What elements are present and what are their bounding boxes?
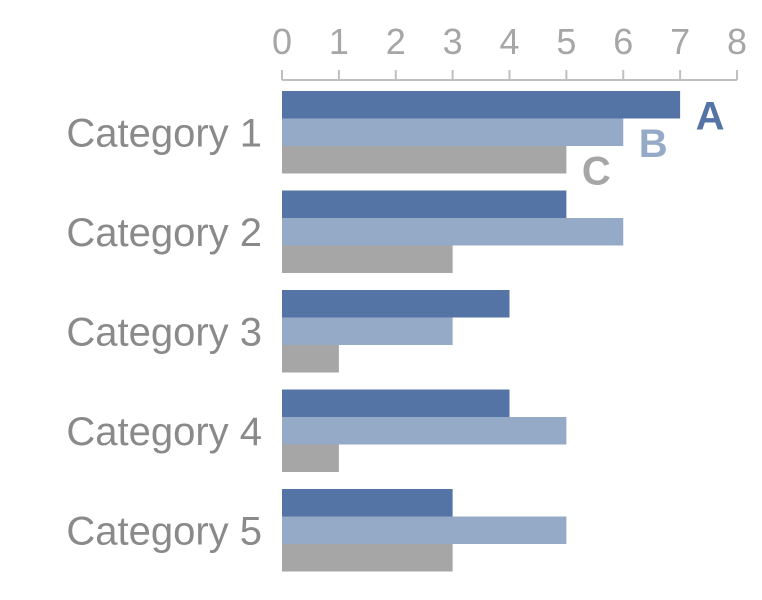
- series-labels: ABC: [582, 95, 725, 194]
- category-labels: Category 1 Category 2 Category 3 Category 4…: [66, 111, 262, 553]
- x-tick-label: 6: [613, 21, 633, 62]
- category-label: Category 2: [66, 211, 262, 255]
- bar-a: [282, 290, 510, 318]
- bar-a: [282, 389, 510, 417]
- series-label-c: C: [582, 150, 611, 194]
- bar-b: [282, 218, 624, 246]
- bar-b: [282, 118, 624, 146]
- x-tick-label: 8: [727, 21, 747, 62]
- bar-c: [282, 444, 339, 472]
- category-label: Category 3: [66, 310, 262, 354]
- x-tick-label: 4: [499, 21, 519, 62]
- category-label: Category 4: [66, 410, 262, 454]
- bar-a: [282, 489, 453, 517]
- bars: [282, 91, 681, 572]
- bar-c: [282, 245, 453, 273]
- x-tick-label: 5: [556, 21, 576, 62]
- x-tick-label: 1: [329, 21, 349, 62]
- bar-c: [282, 345, 339, 373]
- bar-a: [282, 190, 567, 218]
- category-label: Category 5: [66, 509, 262, 553]
- bar-c: [282, 146, 567, 174]
- bar-c: [282, 544, 453, 572]
- bar-b: [282, 317, 453, 345]
- bar-b: [282, 417, 567, 445]
- x-tick-label: 7: [670, 21, 690, 62]
- bar-b: [282, 516, 567, 544]
- series-label-b: B: [639, 122, 668, 166]
- bar-a: [282, 91, 681, 119]
- x-tick-label: 2: [386, 21, 406, 62]
- series-label-a: A: [696, 95, 725, 139]
- x-tick-label: 0: [272, 21, 292, 62]
- category-label: Category 1: [66, 111, 262, 155]
- x-tick-label: 3: [443, 21, 463, 62]
